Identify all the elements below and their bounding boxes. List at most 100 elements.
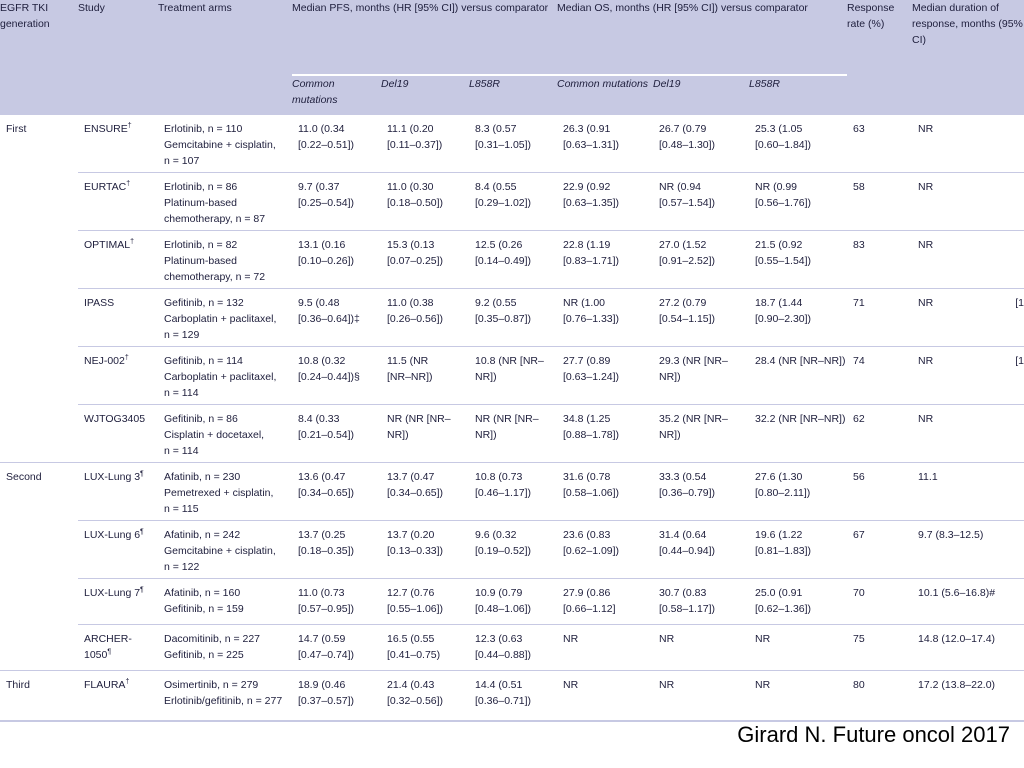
os-l858r-value: 18.7 (1.44 [0.90–2.30]) [755,297,812,325]
cell-response-rate: 58 [847,172,912,231]
cell-os-l858r: 19.6 (1.22 [0.81–1.83]) [749,520,847,579]
cell-study: EURTAC† [78,172,158,231]
cell-response-rate: 62 [847,404,912,463]
response-rate-value: 74 [853,355,865,367]
cell-os-common: 34.8 (1.25 [0.88–1.78]) [557,404,653,463]
cell-os-l858r: 28.4 (NR [NR–NR]) [749,346,847,405]
pfs-common-value: 13.7 (0.25 [0.18–0.35]) [298,529,355,557]
cell-pfs-common: 14.7 (0.59 [0.47–0.74]) [292,624,381,671]
cell-os-common: 31.6 (0.78 [0.58–1.06]) [557,462,653,521]
study-name: NEJ-002 [84,355,125,367]
study-name: WJTOG3405 [84,413,146,425]
cell-treatment-arms: Afatinib, n = 242 Gemcitabine + cisplati… [158,520,292,579]
table-row: IPASS Gefitinib, n = 132 Carboplatin + pa… [0,288,1024,347]
citation: Girard N. Future oncol 2017 [737,722,1010,747]
os-common-value: NR (1.00 [0.76–1.33]) [563,297,620,325]
pfs-del19-value: 12.7 (0.76 [0.55–1.06]) [387,587,444,615]
footnote-mark: † [127,122,132,130]
study-name: OPTIMAL [84,239,131,251]
cell-duration: 11.1 [912,462,1024,521]
cell-pfs-l858r: 12.5 (0.26 [0.14–0.49]) [469,230,557,289]
header-pfs-group: Median PFS, months (HR [95% CI]) versus … [292,0,557,76]
duration-value: 10.1 (5.6–16.8)# [918,587,996,599]
cell-os-del19: 29.3 (NR [NR–NR]) [653,346,749,405]
cell-treatment-arms: Erlotinib, n = 110 Gemcitabine + cisplat… [158,114,292,173]
cell-study: LUX-Lung 7¶ [78,578,158,625]
cell-pfs-common: 13.7 (0.25 [0.18–0.35]) [292,520,381,579]
treatment-arms-text: Osimertinib, n = 279 Erlotinib/gefitinib… [164,679,283,707]
cell-pfs-l858r: 10.8 (NR [NR–NR]) [469,346,557,405]
cell-os-del19: NR [653,624,749,671]
response-rate-value: 71 [853,297,865,309]
treatment-arms-text: Gefitinib, n = 132 Carboplatin + paclita… [164,297,277,341]
os-common-value: 31.6 (0.78 [0.58–1.06]) [563,471,620,499]
study-name: ARCHER- 1050 [84,633,132,661]
cell-response-rate: 67 [847,520,912,579]
cell-duration: NR [1 [912,346,1024,405]
pfs-common-value: 11.0 (0.34 [0.22–0.51]) [298,123,355,151]
cell-os-l858r: 32.2 (NR [NR–NR]) [749,404,847,463]
footnote-mark: † [124,354,129,362]
os-l858r-value: NR (0.99 [0.56–1.76]) [755,181,812,209]
duration-value: NR [918,355,934,367]
os-del19-value: 26.7 (0.79 [0.48–1.30]) [659,123,716,151]
cell-study: LUX-Lung 6¶ [78,520,158,579]
pfs-del19-value: 13.7 (0.20 [0.13–0.33]) [387,529,444,557]
cell-study: NEJ-002† [78,346,158,405]
cell-os-common: 22.9 (0.92 [0.63–1.35]) [557,172,653,231]
cell-os-l858r: NR [749,624,847,671]
os-l858r-value: 19.6 (1.22 [0.81–1.83]) [755,529,812,557]
os-common-value: 23.6 (0.83 [0.62–1.09]) [563,529,620,557]
cell-pfs-del19: 11.0 (0.30 [0.18–0.50]) [381,172,469,231]
cell-os-common: 27.7 (0.89 [0.63–1.24]) [557,346,653,405]
cell-generation [0,521,78,579]
pfs-del19-value: 11.1 (0.20 [0.11–0.37]) [387,123,443,151]
pfs-common-value: 10.8 (0.32 [0.24–0.44])§ [298,355,360,383]
response-rate-value: 62 [853,413,865,425]
cell-generation [0,289,78,347]
cell-pfs-l858r: 9.2 (0.55 [0.35–0.87]) [469,288,557,347]
cell-pfs-del19: 12.7 (0.76 [0.55–1.06]) [381,578,469,625]
os-common-value: 26.3 (0.91 [0.63–1.31]) [563,123,620,151]
os-l858r-value: 21.5 (0.92 [0.55–1.54]) [755,239,812,267]
pfs-l858r-value: 8.4 (0.55 [0.29–1.02]) [475,181,532,209]
cell-generation [0,347,78,405]
cell-pfs-l858r: 8.3 (0.57 [0.31–1.05]) [469,114,557,173]
table-row: Third FLAURA† Osimertinib, n = 279 Erlotin… [0,670,1024,722]
study-name: LUX-Lung 6 [84,529,141,541]
cell-treatment-arms: Gefitinib, n = 86 Cisplatin + docetaxel,… [158,404,292,463]
study-name: IPASS [84,297,115,309]
pfs-del19-value: 13.7 (0.47 [0.34–0.65]) [387,471,444,499]
cell-study: ENSURE† [78,114,158,173]
cell-os-l858r: 27.6 (1.30 [0.80–2.11]) [749,462,847,521]
cell-pfs-del19: 13.7 (0.47 [0.34–0.65]) [381,462,469,521]
header-duration: Median duration of response, months (95%… [912,0,1024,115]
pfs-l858r-value: 12.3 (0.63 [0.44–0.88]) [475,633,532,661]
table-row: Second LUX-Lung 3¶ Afatinib, n = 230 Pemet… [0,462,1024,521]
os-del19-value: 27.0 (1.52 [0.91–2.52]) [659,239,716,267]
cell-os-del19: 31.4 (0.64 [0.44–0.94]) [653,520,749,579]
os-del19-value: NR [659,679,675,691]
response-rate-value: 63 [853,123,865,135]
cell-os-common: 27.9 (0.86 [0.66–1.12] [557,578,653,625]
cell-duration: 9.7 (8.3–12.5) [912,520,1024,579]
os-del19-value: 30.7 (0.83 [0.58–1.17]) [659,587,716,615]
cell-pfs-del19: 11.1 (0.20 [0.11–0.37]) [381,114,469,173]
pfs-del19-value: 11.0 (0.38 [0.26–0.56]) [387,297,444,325]
cell-pfs-common: 9.7 (0.37 [0.25–0.54]) [292,172,381,231]
cell-os-l858r: 21.5 (0.92 [0.55–1.54]) [749,230,847,289]
pfs-del19-value: 11.5 (NR [NR–NR]) [387,355,433,383]
cell-generation [0,173,78,231]
table-row: ARCHER- 1050¶ Dacomitinib, n = 227 Gefiti… [0,624,1024,671]
os-del19-value: 27.2 (0.79 [0.54–1.15]) [659,297,716,325]
pfs-l858r-value: 12.5 (0.26 [0.14–0.49]) [475,239,532,267]
duration-value: NR [918,297,934,309]
cell-treatment-arms: Afatinib, n = 230 Pemetrexed + cisplatin… [158,462,292,521]
study-name: LUX-Lung 7 [84,587,141,599]
generation-text: First [6,123,27,135]
treatment-arms-text: Gefitinib, n = 114 Carboplatin + paclita… [164,355,277,399]
os-l858r-value: NR [755,633,771,645]
pfs-common-value: 9.5 (0.48 [0.36–0.64])‡ [298,297,360,325]
header-pfs-del19: Del19 [381,75,469,115]
